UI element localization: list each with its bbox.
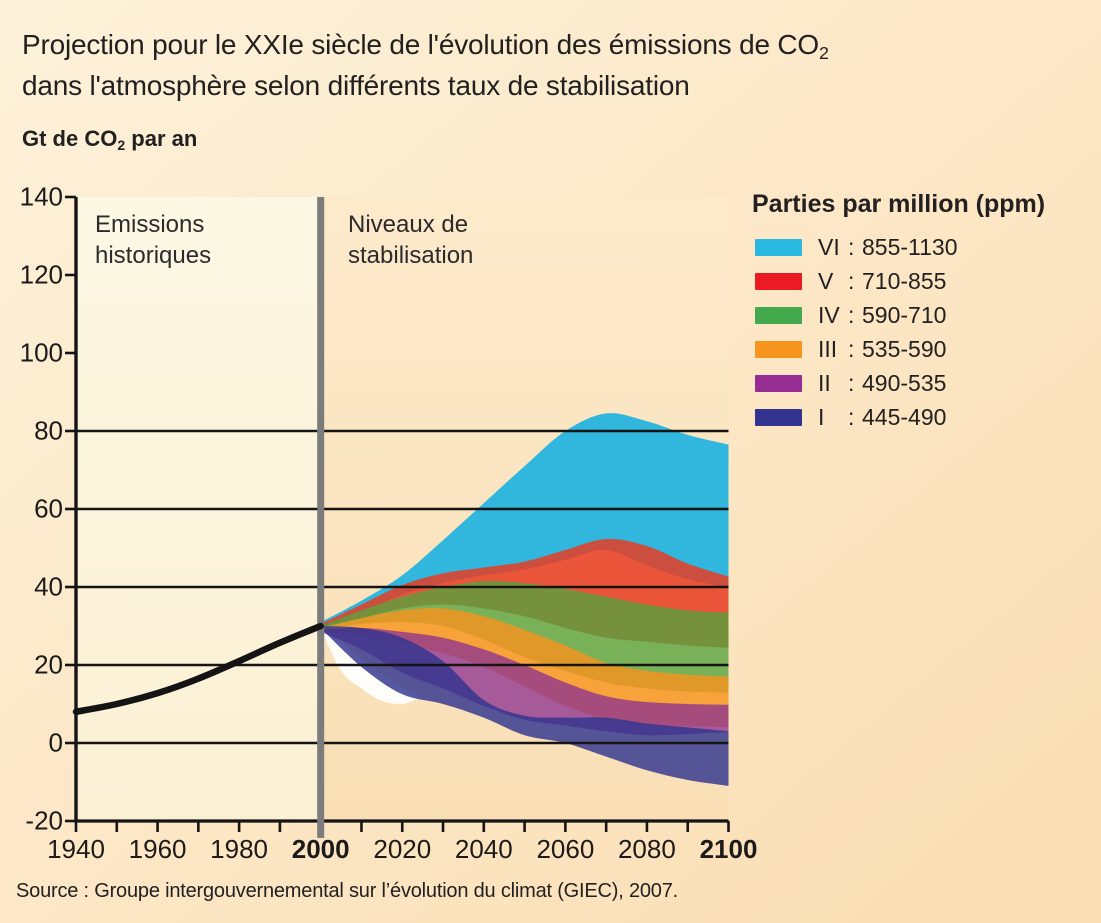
legend-title: Parties par million (ppm): [752, 190, 1046, 218]
x-tick-label-2020: 2020: [373, 834, 432, 864]
y-tick-label-20: 20: [34, 649, 63, 680]
legend-colon: :: [848, 301, 855, 328]
legend-numeral-II: II: [818, 369, 831, 396]
legend-numeral-I: I: [818, 403, 825, 430]
legend: Parties par million (ppm) VI:855-1130 V:7…: [752, 190, 1082, 430]
y-tick-label-100: 100: [19, 337, 63, 368]
y-tick-label-60: 60: [34, 493, 63, 524]
y-tick-label-140: 140: [19, 181, 63, 212]
y-tick-label-40: 40: [34, 571, 63, 602]
legend-swatch-IV: [755, 306, 802, 324]
historical-emissions-annotation: Emissions historiques: [95, 211, 212, 269]
legend-range-III: 535-590: [862, 335, 947, 362]
stabilization-levels-annotation: Niveaux de stabilisation: [348, 211, 474, 269]
legend-item-V: V:710-855: [755, 268, 946, 294]
legend-swatch-III: [755, 340, 802, 358]
legend-range-VI: 855-1130: [862, 233, 958, 260]
legend-swatch-VI: [755, 238, 802, 256]
legend-item-II: II:490-535: [755, 370, 946, 396]
co2-subscript: 2: [819, 43, 829, 64]
chart-title-line1: Projection pour le XXIe siècle de l'évol…: [22, 29, 829, 64]
x-tick-label-1980: 1980: [210, 834, 269, 864]
legend-swatch-I: [755, 408, 802, 426]
legend-colon: :: [848, 369, 855, 396]
y-axis-unit-label: Gt de CO2 par an: [22, 126, 198, 153]
x-tick-label-2100: 2100: [699, 834, 758, 864]
legend-item-IV: IV:590-710: [755, 302, 946, 328]
y-tick-label--20: -20: [25, 805, 63, 836]
legend-colon: :: [848, 403, 855, 430]
x-tick-label-2060: 2060: [536, 834, 595, 864]
chart-title-line2: dans l'atmosphère selon différents taux …: [22, 70, 690, 101]
y-tick-label-120: 120: [19, 259, 63, 290]
legend-swatch-II: [755, 374, 802, 392]
legend-colon: :: [848, 267, 855, 294]
legend-numeral-VI: VI: [818, 233, 840, 260]
x-tick-label-2080: 2080: [617, 834, 676, 864]
band-VI: [320, 413, 729, 628]
historical-emissions-line: [72, 622, 324, 716]
legend-numeral-V: V: [818, 267, 834, 294]
legend-item-VI: VI:855-1130: [755, 234, 958, 260]
legend-colon: :: [848, 335, 855, 362]
legend-numeral-III: III: [818, 335, 838, 362]
x-tick-label-1940: 1940: [47, 834, 105, 864]
x-tick-label-2000: 2000: [291, 834, 350, 864]
legend-range-II: 490-535: [862, 369, 947, 396]
x-tick-label-2040: 2040: [454, 834, 513, 864]
year-2000-divider: [317, 197, 325, 838]
legend-range-V: 710-855: [862, 267, 947, 294]
x-tick-label-1960: 1960: [128, 834, 187, 864]
legend-item-I: I:445-490: [755, 404, 946, 430]
source-credit: Source : Groupe intergouvernemental sur …: [16, 880, 679, 902]
y-tick-label-0: 0: [48, 727, 63, 758]
legend-numeral-IV: IV: [818, 301, 840, 328]
legend-range-I: 445-490: [862, 403, 947, 430]
legend-item-III: III:535-590: [755, 336, 946, 362]
y-tick-label-80: 80: [34, 415, 63, 446]
legend-colon: :: [848, 233, 855, 260]
legend-swatch-V: [755, 272, 802, 290]
chart-title: Projection pour le XXIe siècle de l'évol…: [22, 26, 829, 105]
legend-range-IV: 590-710: [862, 301, 947, 328]
co2-subscript: 2: [117, 136, 126, 153]
